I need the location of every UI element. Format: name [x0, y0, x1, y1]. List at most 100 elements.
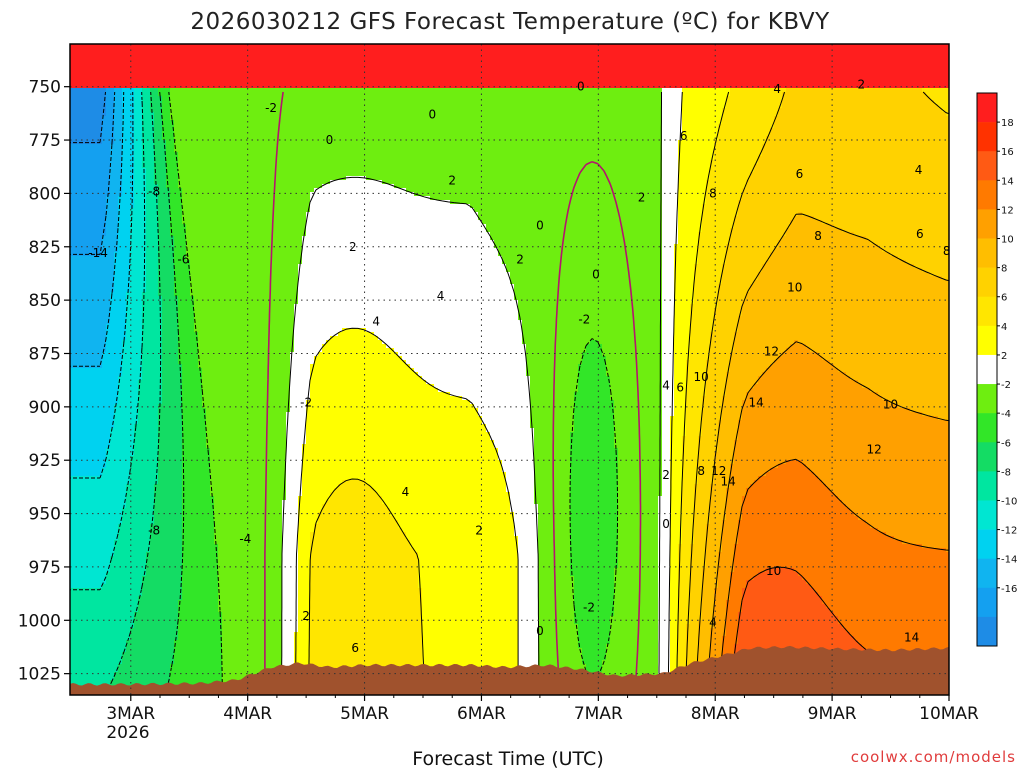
temperature-cell [106, 340, 110, 344]
temperature-cell [162, 440, 166, 444]
temperature-cell [106, 512, 110, 516]
temperature-cell [126, 536, 130, 540]
temperature-cell [78, 120, 82, 124]
temperature-cell [186, 320, 190, 324]
temperature-cell [114, 116, 118, 120]
temperature-cell [170, 636, 174, 640]
temperature-cell [110, 324, 114, 328]
temperature-cell [82, 388, 86, 392]
temperature-cell [150, 600, 154, 604]
temperature-cell [154, 576, 158, 580]
temperature-cell [174, 416, 178, 420]
temperature-cell [154, 172, 158, 176]
temperature-cell [114, 376, 118, 380]
temperature-cell [82, 560, 86, 564]
temperature-cell [146, 316, 150, 320]
temperature-cell [106, 536, 110, 540]
temperature-cell [78, 484, 82, 488]
temperature-cell [166, 216, 170, 220]
temperature-cell [162, 468, 166, 472]
temperature-cell [82, 76, 86, 80]
temperature-cell [90, 308, 94, 312]
temperature-cell [90, 336, 94, 340]
temperature-cell [162, 536, 166, 540]
temperature-cell [110, 388, 114, 392]
temperature-cell [86, 488, 90, 492]
temperature-cell [86, 100, 90, 104]
temperature-cell [190, 320, 194, 324]
temperature-cell [150, 272, 154, 276]
temperature-cell [118, 512, 122, 516]
temperature-cell [134, 164, 138, 168]
temperature-cell [166, 496, 170, 500]
temperature-cell [174, 568, 178, 572]
temperature-cell [154, 296, 158, 300]
temperature-cell [110, 444, 114, 448]
temperature-cell [78, 104, 82, 108]
temperature-cell [162, 104, 166, 108]
temperature-cell [190, 300, 194, 304]
temperature-cell [182, 376, 186, 380]
temperature-cell [126, 588, 130, 592]
temperature-cell [106, 80, 110, 84]
temperature-cell [102, 384, 106, 388]
temperature-cell [122, 544, 126, 548]
temperature-cell [162, 240, 166, 244]
temperature-cell [158, 228, 162, 232]
temperature-cell [78, 216, 82, 220]
temperature-cell [98, 564, 102, 568]
temperature-cell [122, 592, 126, 596]
temperature-cell [142, 380, 146, 384]
temperature-cell [186, 568, 190, 572]
temperature-cell [118, 480, 122, 484]
temperature-cell [110, 92, 114, 96]
temperature-cell [166, 400, 170, 404]
temperature-cell [106, 676, 110, 680]
temperature-cell [150, 380, 154, 384]
temperature-cell [166, 404, 170, 408]
temperature-cell [182, 648, 186, 652]
temperature-cell [126, 504, 130, 508]
temperature-cell [174, 220, 178, 224]
temperature-cell [94, 624, 98, 628]
temperature-cell [142, 596, 146, 600]
temperature-cell [134, 588, 138, 592]
temperature-cell [134, 388, 138, 392]
temperature-cell [122, 568, 126, 572]
temperature-cell [106, 132, 110, 136]
temperature-cell [106, 476, 110, 480]
temperature-cell [142, 396, 146, 400]
temperature-cell [174, 384, 178, 388]
temperature-cell [94, 396, 98, 400]
temperature-cell [130, 276, 134, 280]
temperature-cell [122, 392, 126, 396]
temperature-cell [126, 200, 130, 204]
temperature-cell [114, 104, 118, 108]
temperature-cell [186, 216, 190, 220]
temperature-cell [186, 640, 190, 644]
temperature-cell [74, 640, 78, 644]
temperature-cell [114, 336, 118, 340]
temperature-cell [162, 500, 166, 504]
temperature-cell [126, 460, 130, 464]
temperature-cell [162, 436, 166, 440]
temperature-cell [186, 308, 190, 312]
temperature-cell [150, 500, 154, 504]
temperature-cell [126, 388, 130, 392]
temperature-cell [174, 604, 178, 608]
temperature-cell [146, 480, 150, 484]
temperature-cell [90, 368, 94, 372]
temperature-cell [122, 272, 126, 276]
temperature-cell [178, 560, 182, 564]
temperature-cell [186, 552, 190, 556]
temperature-cell [134, 252, 138, 256]
temperature-cell [158, 628, 162, 632]
temperature-cell [162, 480, 166, 484]
temperature-cell [138, 184, 142, 188]
temperature-cell [182, 572, 186, 576]
temperature-cell [90, 468, 94, 472]
temperature-cell [94, 644, 98, 648]
temperature-cell [170, 84, 174, 88]
temperature-cell [134, 428, 138, 432]
temperature-cell [182, 408, 186, 412]
